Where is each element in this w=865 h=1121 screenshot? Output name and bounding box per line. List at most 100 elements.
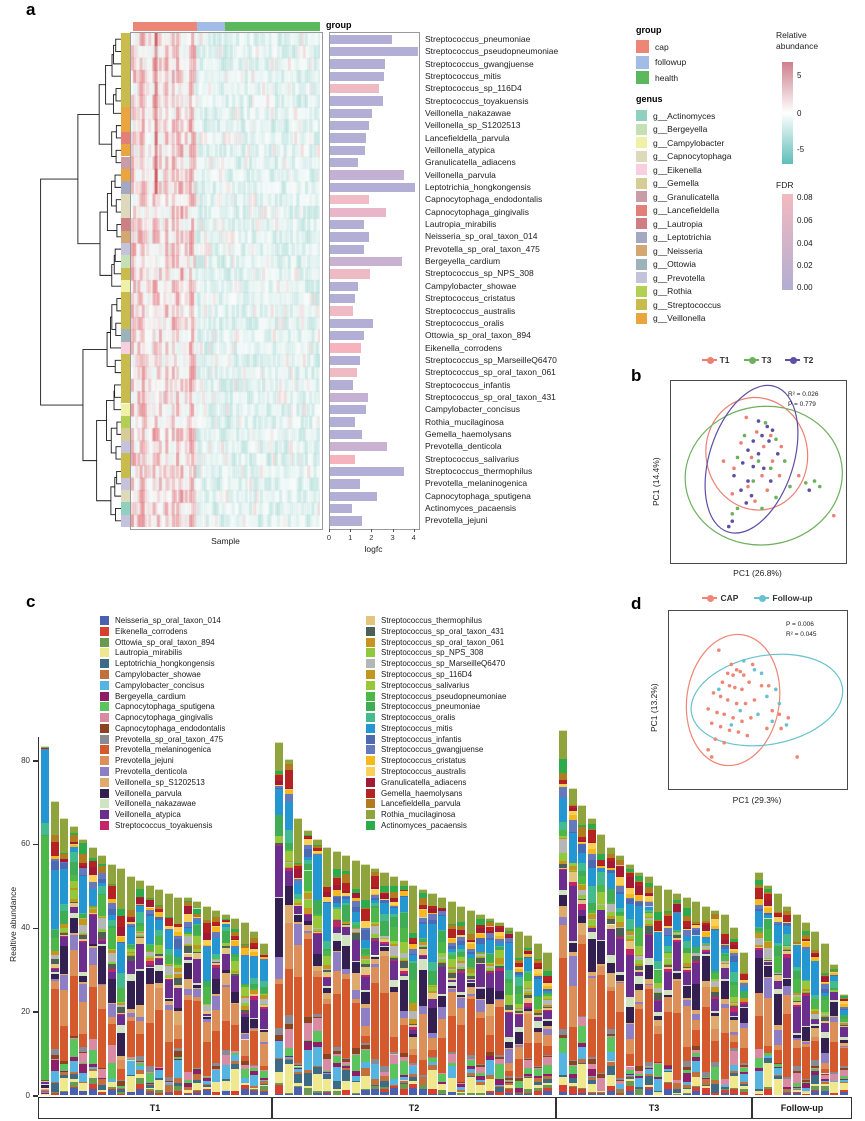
stacked-bar bbox=[559, 729, 568, 1095]
bar-segment-Veillonella_parvula bbox=[635, 982, 644, 991]
bar-segment-Streptococcus_sp_NPS_308 bbox=[69, 888, 78, 899]
stacked-bar bbox=[606, 846, 615, 1095]
bar-segment-Prevotella_melaninogenica bbox=[663, 1011, 672, 1066]
scatter-point-T2 bbox=[760, 433, 764, 438]
species-name: Actinomyces_pacaensis bbox=[425, 503, 517, 514]
bar-segment-Streptococcus_mitis bbox=[428, 923, 437, 963]
bar-segment-Streptococcus_sp_oral_taxon_431 bbox=[351, 931, 360, 940]
legend-genus-label: g__Ottowia bbox=[653, 259, 696, 269]
bar-segment-Lautropia_mirabilis bbox=[193, 1081, 202, 1091]
stacked-bar bbox=[221, 913, 230, 1095]
bar-segment-Streptococcus_mitis bbox=[60, 867, 69, 905]
pca-d-xlabel: PC1 (29.3%) bbox=[732, 795, 782, 805]
group-annotation-segment-cap bbox=[133, 22, 197, 31]
bar-segment-Prevotella_jejuni bbox=[625, 1037, 634, 1055]
scatter-point-T1 bbox=[761, 444, 766, 449]
bar-segment-Campylobacter_concisus bbox=[635, 1076, 644, 1087]
bar-segment-Streptococcus_mitis bbox=[231, 946, 240, 954]
species-name: Prevotella_jejuni bbox=[425, 515, 488, 526]
bar-segment-Veillonella_nakazawae bbox=[418, 957, 428, 970]
stacked-bar bbox=[644, 876, 653, 1096]
bar-segment-Streptococcus_infantis bbox=[50, 860, 59, 871]
stacked-bar bbox=[476, 913, 485, 1095]
stacked-bar bbox=[625, 863, 634, 1095]
logfc-bar bbox=[330, 195, 370, 205]
bar-segment-Veillonella_atypica bbox=[212, 966, 221, 980]
scatter-point-CAP bbox=[738, 669, 742, 674]
stacked-bar bbox=[202, 905, 211, 1095]
bar-segment-Veillonella_parvula bbox=[145, 966, 154, 984]
bar-segment-Streptococcus_salivarius bbox=[69, 880, 78, 889]
y-tick-mark bbox=[33, 1095, 38, 1097]
abundance-heatmap bbox=[131, 33, 320, 527]
bar-segment-Streptococcus_sp_MarseilleQ6470 bbox=[259, 997, 268, 1005]
pca-legend-key-icon bbox=[754, 594, 770, 602]
stacked-legend-item: Ottowia_sp_oral_taxon_894 bbox=[100, 637, 215, 647]
bar-segment-Streptococcus_pneumoniae bbox=[380, 920, 389, 936]
stacked-legend-item: Capnocytophaga_gingivalis bbox=[100, 713, 213, 722]
bar-segment-Prevotella_denticola bbox=[183, 988, 192, 996]
bar-segment-Prevotella_melaninogenica bbox=[409, 1053, 418, 1063]
bar-segment-Eikenella_corrodens bbox=[399, 1088, 408, 1095]
stacked-legend-swatch bbox=[100, 648, 109, 658]
dendrogram-branch bbox=[40, 178, 83, 406]
bar-segment-Streptococcus_toyakuensis bbox=[625, 948, 634, 956]
legend-genus-item: g__Rothia bbox=[636, 285, 692, 297]
scatter-point-CAP bbox=[750, 662, 755, 667]
bar-segment-Veillonella_parvula bbox=[616, 973, 625, 981]
colorbar-ra-tick-label: 0 bbox=[797, 109, 802, 118]
dendrogram-branch bbox=[116, 470, 121, 485]
bar-segment-Streptococcus_pneumoniae bbox=[221, 930, 230, 944]
scatter-point-CAP bbox=[709, 721, 714, 725]
pca-b-stats: R² = 0.026 P = 0.779 bbox=[788, 390, 819, 410]
bar-segment-Capnocytophaga_sputigena bbox=[399, 1059, 408, 1076]
bar-segment-Rothia_mucilaginosa bbox=[533, 943, 543, 959]
colorbar-fdr-tick-label: 0.02 bbox=[797, 261, 813, 270]
bar-segment-Prevotella_melaninogenica bbox=[485, 1034, 495, 1052]
bar-segment-Prevotella_jejuni bbox=[418, 1013, 428, 1060]
bar-segment-Capnocytophaga_sputigena bbox=[514, 1079, 523, 1088]
bar-segment-Veillonella_atypica bbox=[839, 1026, 848, 1037]
heatmap-frame bbox=[130, 32, 323, 530]
bar-segment-Streptococcus_mitis bbox=[117, 941, 126, 974]
bar-segment-Rothia_mucilaginosa bbox=[342, 855, 351, 872]
bar-segment-Capnocytophaga_sputigena bbox=[568, 1065, 577, 1075]
bar-segment-Rothia_mucilaginosa bbox=[505, 926, 514, 932]
stacked-legend-label: Capnocytophaga_sputigena bbox=[115, 702, 215, 712]
bar-segment-Capnocytophaga_gingivalis bbox=[390, 1054, 399, 1064]
bar-segment-Prevotella_melaninogenica bbox=[193, 999, 202, 1068]
logfc-bar bbox=[330, 355, 360, 366]
bar-segment-Prevotella_melaninogenica bbox=[625, 1053, 634, 1066]
scatter-point-CAP bbox=[740, 719, 744, 724]
stacked-bar bbox=[739, 951, 748, 1095]
bar-segment-Prevotella_melaninogenica bbox=[117, 1067, 126, 1081]
bar-segment-Streptococcus_sp_MarseilleQ6470 bbox=[390, 945, 399, 956]
scatter-point-T3 bbox=[751, 479, 756, 483]
stacked-legend-item: Streptococcus_gwangjuense bbox=[366, 745, 483, 755]
dendrogram-branch bbox=[115, 322, 121, 337]
bar-segment-Streptococcus_pseudopneumoniae bbox=[399, 927, 408, 943]
panel-a-label: a bbox=[26, 0, 36, 19]
stacked-bar bbox=[79, 838, 88, 1095]
bar-segment-Streptococcus_infantis bbox=[174, 938, 183, 950]
bar-segment-Streptococcus_pseudopneumoniae bbox=[202, 986, 211, 1005]
bar-segment-Prevotella_melaninogenica bbox=[202, 1041, 211, 1076]
bar-segment-Gemella_haemolysans bbox=[370, 874, 380, 887]
stacked-bar bbox=[524, 934, 533, 1095]
bar-segment-Gemella_haemolysans bbox=[361, 907, 370, 922]
bar-segment-Campylobacter_concisus bbox=[250, 1074, 259, 1087]
bar-segment-Rothia_mucilaginosa bbox=[145, 884, 154, 898]
bar-segment-Lancefieldella_parvula bbox=[578, 826, 587, 838]
bar-segment-Prevotella_jejuni bbox=[755, 991, 764, 1017]
bar-segment-Streptococcus_cristatus bbox=[755, 898, 764, 906]
bar-segment-Streptococcus_pseudopneumoniae bbox=[524, 972, 533, 982]
bar-segment-Prevotella_jejuni bbox=[830, 1020, 839, 1042]
bar-segment-Campylobacter_showae bbox=[361, 1067, 370, 1076]
bar-segment-Rothia_mucilaginosa bbox=[730, 926, 739, 939]
dendrogram-branch bbox=[113, 44, 121, 65]
dendrogram-branch bbox=[77, 113, 101, 245]
bar-segment-Prevotella_melaninogenica bbox=[755, 1015, 764, 1049]
stacked-legend-swatch bbox=[366, 788, 375, 798]
bar-segment-Streptococcus_infantis bbox=[476, 936, 485, 945]
bar-segment-Actinomyces_pacaensis bbox=[361, 898, 370, 909]
